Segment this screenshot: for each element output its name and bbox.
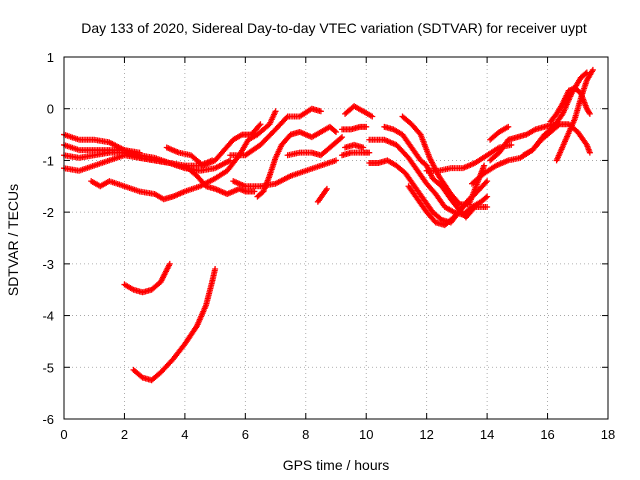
data-point: [136, 149, 143, 156]
data-point: [484, 193, 491, 200]
y-tick-label: -2: [42, 205, 54, 220]
series-track-27: [547, 85, 593, 125]
series-track-4: [61, 152, 188, 174]
x-tick-label: 0: [60, 427, 67, 442]
data-point: [470, 205, 477, 212]
data-point: [333, 157, 339, 164]
series-track-22: [423, 141, 515, 174]
x-axis-label: GPS time / hours: [283, 457, 390, 473]
data-point: [550, 121, 557, 128]
series-track-30: [130, 266, 219, 384]
data-point: [272, 108, 279, 115]
series-track-17: [366, 157, 472, 226]
data-point: [333, 128, 339, 135]
data-point: [363, 123, 370, 130]
data-point: [589, 66, 596, 73]
plot-frame: [63, 56, 609, 420]
data-point: [508, 141, 515, 148]
series-track-12: [314, 185, 330, 205]
y-tick-label: -5: [42, 360, 54, 375]
y-axis-label: SDTVAR / TECUs: [5, 184, 21, 296]
data-point: [484, 203, 491, 210]
series-track-8: [227, 105, 324, 159]
data-point: [323, 185, 330, 192]
y-tick-label: -3: [42, 257, 54, 272]
data-point: [505, 123, 512, 130]
data-point: [481, 162, 488, 169]
data-point: [366, 149, 373, 156]
series-track-9: [230, 157, 339, 190]
series-track-13: [342, 103, 376, 120]
series-track-6: [163, 121, 264, 169]
series-track-16: [339, 149, 373, 159]
data-point: [337, 135, 344, 142]
series-track-29: [121, 260, 173, 296]
data-point: [369, 113, 376, 120]
series-track-7: [181, 162, 258, 198]
series-track-10: [254, 123, 339, 200]
series-track-28: [553, 66, 596, 164]
y-tick-label: -6: [42, 412, 54, 427]
series-track-24: [487, 123, 512, 143]
data-point: [360, 144, 367, 151]
grid: [64, 57, 608, 419]
data-point: [256, 122, 263, 129]
x-tick-label: 8: [302, 427, 309, 442]
data-point: [257, 121, 264, 128]
series-track-25: [487, 121, 557, 164]
x-tick-label: 4: [181, 427, 188, 442]
data-point: [482, 179, 489, 186]
data-point: [251, 188, 258, 195]
axis-ticks: 0 2 4 6 8 10 12 14 16 18 -6 -5 -4 -3 -2 -1 0 1: [42, 50, 615, 442]
x-tick-label: 16: [540, 427, 554, 442]
x-tick-label: 14: [480, 427, 494, 442]
x-tick-label: 10: [359, 427, 373, 442]
series-track-26: [520, 121, 593, 159]
data-point: [339, 134, 346, 141]
y-tick-label: -4: [42, 309, 54, 324]
data-point: [482, 194, 489, 201]
data-point: [166, 260, 173, 267]
y-tick-label: 0: [47, 102, 54, 117]
data-point: [317, 108, 324, 115]
series-track-14: [339, 123, 370, 133]
data-point: [212, 266, 219, 273]
data-point: [586, 149, 593, 156]
data-point: [586, 110, 593, 117]
data-point: [484, 178, 491, 185]
series-track-21: [405, 178, 491, 229]
x-tick-label: 12: [419, 427, 433, 442]
y-tick-label: 1: [47, 50, 54, 65]
series-track-5: [88, 108, 279, 203]
data-point: [331, 127, 338, 134]
series-track-18: [366, 136, 491, 218]
x-tick-label: 6: [242, 427, 249, 442]
data-point: [283, 114, 290, 121]
y-tick-label: -1: [42, 153, 54, 168]
x-tick-label: 2: [121, 427, 128, 442]
data-point: [555, 122, 562, 129]
series-track-11: [284, 134, 346, 159]
chart-title: Day 133 of 2020, Sidereal Day-to-day VTE…: [81, 20, 587, 36]
x-tick-label: 18: [601, 427, 615, 442]
data-point: [582, 70, 589, 77]
series-track-15: [342, 141, 367, 151]
data-point: [586, 109, 593, 116]
data-points: [61, 66, 596, 384]
